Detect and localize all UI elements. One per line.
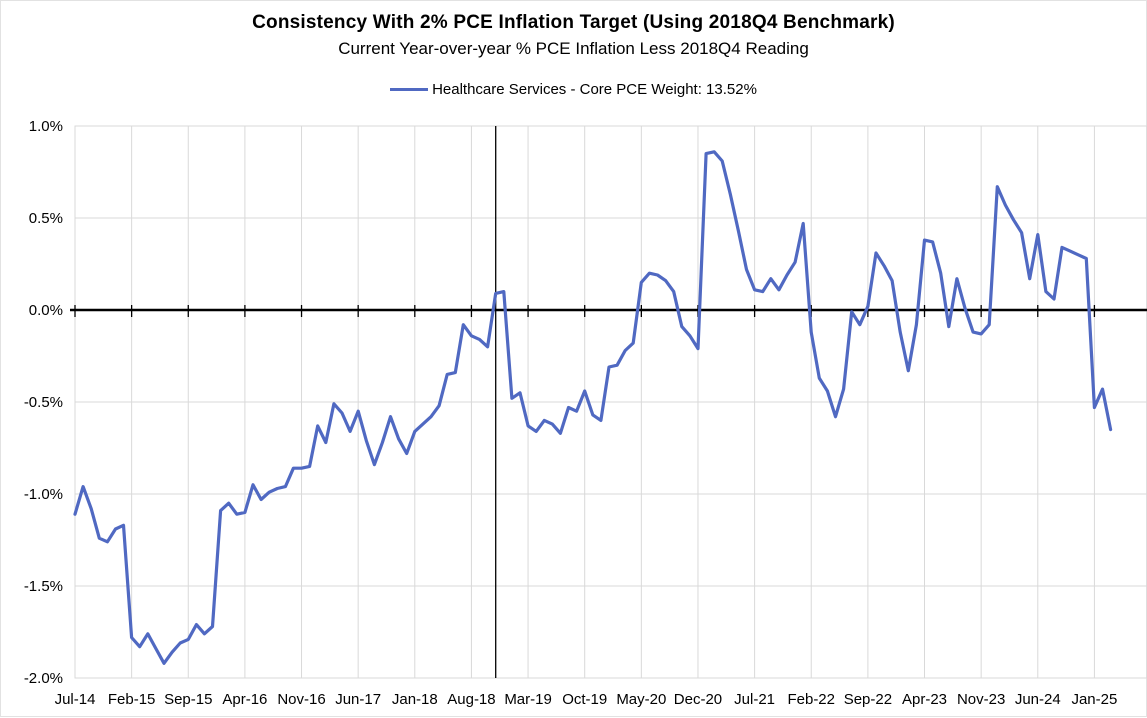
x-axis-label: Nov-23 — [957, 691, 1005, 708]
plot-border — [74, 125, 1147, 679]
healthcare-services-line — [73, 150, 1113, 665]
y-axis-label: 0.5% — [29, 210, 63, 227]
y-axis-label: -1.5% — [24, 578, 63, 595]
x-axis-label: Jan-25 — [1071, 691, 1117, 708]
legend: Healthcare Services - Core PCE Weight: 1… — [1, 81, 1146, 98]
chart-title: Consistency With 2% PCE Inflation Target… — [252, 12, 895, 33]
legend-line-swatch — [390, 88, 429, 91]
legend-label: Healthcare Services - Core PCE Weight: 1… — [432, 81, 757, 98]
x-axis-label: Sep-22 — [844, 691, 892, 708]
x-axis-label: Feb-15 — [108, 691, 156, 708]
x-axis-label: Apr-16 — [222, 691, 267, 708]
x-axis-label: Jun-17 — [335, 691, 381, 708]
x-axis-label: May-20 — [616, 691, 666, 708]
x-axis-label: Jul-21 — [734, 691, 775, 708]
y-axis-label: -2.0% — [24, 670, 63, 687]
x-axis-label: Jan-18 — [392, 691, 438, 708]
x-axis-label: Apr-23 — [902, 691, 947, 708]
x-axis-label: Aug-18 — [447, 691, 495, 708]
x-axis-label: Nov-16 — [277, 691, 325, 708]
x-axis-label: Jun-24 — [1015, 691, 1061, 708]
x-axis-label: Dec-20 — [674, 691, 722, 708]
x-axis-label: Oct-19 — [562, 691, 607, 708]
y-axis-label: -0.5% — [24, 394, 63, 411]
x-axis-label: Feb-22 — [787, 691, 835, 708]
y-axis-label: -1.0% — [24, 486, 63, 503]
x-axis-label: Sep-15 — [164, 691, 212, 708]
y-axis-label: 1.0% — [29, 118, 63, 135]
x-axis-label: Jul-14 — [55, 691, 96, 708]
chart-subtitle: Current Year-over-year % PCE Inflation L… — [338, 39, 809, 58]
x-axis-label: Mar-19 — [504, 691, 552, 708]
y-axis-label: 0.0% — [29, 302, 63, 319]
